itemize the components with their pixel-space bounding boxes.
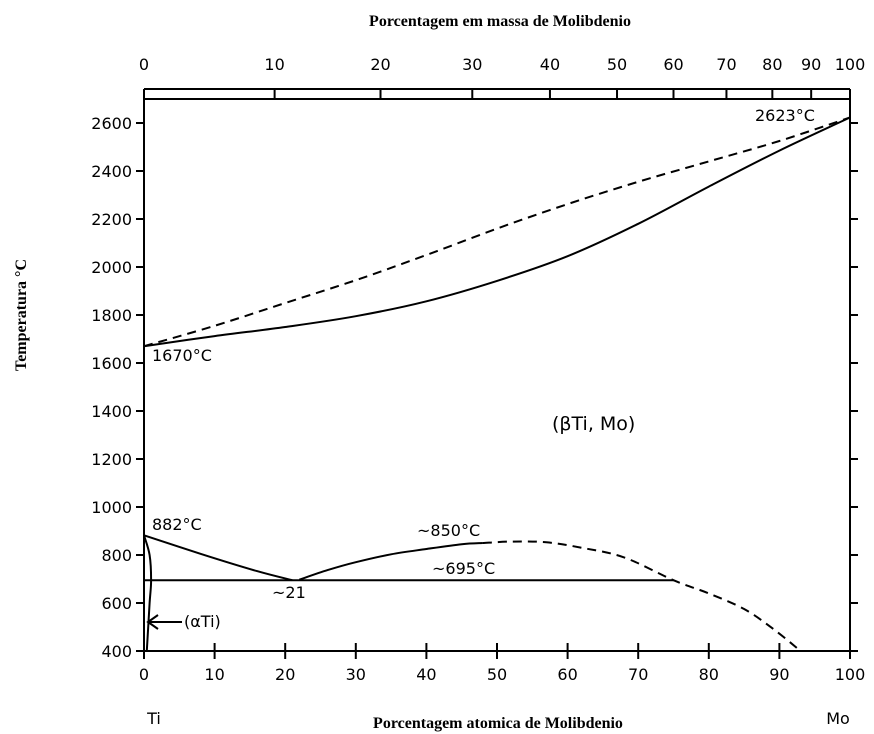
mass-tick-label: 70 [716,55,736,74]
chart-title: Porcentagem em massa de Molibdenio [369,13,631,30]
annotation-ti-transition: 882°C [152,515,202,534]
annotation-mo-melt: 2623°C [755,106,815,125]
mass-tick-label: 60 [663,55,683,74]
annotation-monotectoid-comp: ~21 [272,583,306,602]
x-tick-label: 0 [139,665,149,684]
phase-boundary-0 [143,116,851,348]
alpha-phase-arrow [146,614,182,630]
axis-ticks: 0 10 20 30 40 50 60 70 80 90 100400600800100012001… [91,55,865,684]
mass-tick-label: 40 [540,55,560,74]
x-tick-label: 100 [835,665,866,684]
mass-tick-label: 0 [139,55,149,74]
y-axis-label: Temperatura °C [13,259,30,371]
annotation-alpha-phase: (αTi) [184,612,221,631]
annotation-monotectic-top: ~850°C [417,521,480,540]
annotation-beta-phase: (βTi, Mo) [552,413,635,435]
mass-tick-label: 10 [264,55,284,74]
y-tick-label: 1200 [91,450,132,469]
annotation-ti-melt: 1670°C [152,346,212,365]
mass-tick-label: 20 [370,55,390,74]
y-tick-label: 1000 [91,498,132,517]
mass-tick-label: 90 [801,55,821,74]
x-axis-label: Porcentagem atomica de Molibdenio [373,715,623,732]
annotation-monotectoid: ~695°C [432,559,495,578]
phase-boundary-6 [143,535,153,652]
mass-tick-label: 100 [835,55,866,74]
y-tick-label: 1400 [91,402,132,421]
y-tick-label: 1600 [91,354,132,373]
x-tick-label: 50 [487,665,507,684]
phase-boundary-1 [143,116,851,348]
y-tick-label: 800 [101,546,132,565]
x-tick-label: 20 [275,665,295,684]
mass-tick-label: 80 [762,55,782,74]
phase-boundary-3 [298,542,483,581]
y-tick-label: 2000 [91,258,132,277]
mass-tick-label: 30 [462,55,482,74]
x-tick-label: 60 [557,665,577,684]
left-element-label: Ti [146,709,161,728]
x-tick-label: 40 [416,665,436,684]
mass-tick-label: 50 [607,55,627,74]
x-tick-label: 30 [346,665,366,684]
y-tick-label: 1800 [91,306,132,325]
phase-boundary-4 [482,540,802,652]
x-tick-label: 90 [769,665,789,684]
x-tick-label: 70 [628,665,648,684]
phase-boundaries [143,116,851,652]
phase-boundary-2 [143,534,293,582]
x-tick-label: 80 [699,665,719,684]
y-tick-label: 600 [101,594,132,613]
right-element-label: Mo [826,709,850,728]
y-tick-label: 2400 [91,162,132,181]
x-tick-label: 10 [204,665,224,684]
y-tick-label: 2600 [91,114,132,133]
y-tick-label: 400 [101,642,132,661]
y-tick-label: 2200 [91,210,132,229]
